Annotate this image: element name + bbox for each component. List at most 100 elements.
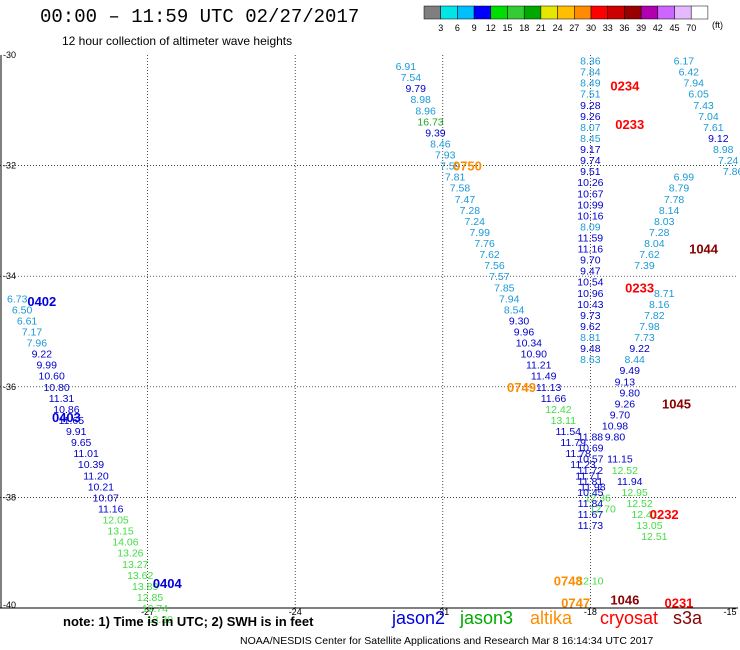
data-point-label: 13.62 (127, 570, 153, 582)
data-point-label: 9.74 (580, 155, 601, 167)
data-point-label: 9.17 (580, 144, 601, 156)
data-point-label: 7.99 (469, 227, 490, 239)
time-label: 0748 (554, 573, 583, 588)
y-tick-label: -36 (3, 382, 16, 392)
data-point-label: 9.80 (605, 432, 626, 444)
data-point-label: 10.21 (88, 481, 114, 493)
data-point-label: 12.70 (590, 503, 616, 515)
color-scale-tick: 6 (455, 23, 460, 33)
data-point-label: 12.74 (142, 603, 168, 615)
data-point-label: 12.36 (585, 492, 611, 504)
data-point-label: 10.99 (577, 199, 603, 211)
data-point-label: 9.13 (615, 376, 636, 388)
data-point-label: 10.67 (577, 188, 603, 200)
data-point-label: 9.51 (580, 166, 601, 178)
data-point-label: 6.50 (12, 304, 33, 316)
data-point-label: 8.81 (580, 332, 601, 344)
color-scale-swatch (657, 5, 675, 20)
data-point-label: 10.54 (577, 277, 603, 289)
data-point-label: 8.46 (430, 138, 451, 150)
data-point-label: 10.57 (577, 454, 603, 466)
color-scale-tick: 39 (636, 23, 646, 33)
color-scale-swatch (690, 5, 709, 20)
data-point-label: 6.99 (674, 172, 695, 184)
data-point-label: 6.91 (396, 61, 417, 73)
data-point-label: 7.24 (718, 155, 739, 167)
data-point-label: 7.61 (703, 122, 724, 134)
data-point-label: 9.73 (580, 310, 601, 322)
color-scale-swatch (523, 5, 542, 20)
legend-jason2: jason2 (392, 608, 446, 628)
color-scale-swatch (540, 5, 558, 20)
color-scale-swatch (607, 5, 625, 20)
data-point-label: 8.79 (669, 183, 690, 195)
data-point-label: 11.81 (578, 476, 604, 488)
data-point-label: 8.36 (580, 56, 601, 68)
data-point-label: 13.27 (122, 559, 148, 571)
data-point-label: 11.15 (607, 454, 633, 466)
time-label: 0402 (27, 294, 56, 309)
data-point-label: 11.20 (83, 470, 109, 482)
color-scale-swatch (624, 5, 642, 20)
data-point-label: 11.16 (98, 503, 124, 515)
data-point-label: 7.94 (684, 78, 705, 90)
data-point-label: 6.42 (679, 67, 700, 79)
color-scale-tick: 70 (686, 23, 696, 33)
axes: -27 -24 -21 -18 -15 -30 -32 -34 -36 -38 -40 (0, 50, 738, 617)
footer-note: note: 1) Time is in UTC; 2) SWH is in fe… (63, 614, 314, 629)
data-point-label: 11.72 (578, 465, 604, 477)
color-scale-unit: (ft) (712, 20, 723, 30)
data-point-label: 7.62 (479, 249, 500, 261)
data-point-label: 11.79 (560, 437, 586, 449)
data-point-label: 12.52 (626, 498, 652, 510)
data-point-label: 11.49 (531, 371, 557, 383)
data-point-label: 9.70 (610, 409, 631, 421)
data-point-label: 11.71 (575, 470, 601, 482)
data-point-label: 12.95 (622, 487, 648, 499)
time-label: 0232 (650, 507, 679, 522)
data-point-label: 7.17 (22, 327, 43, 339)
data-point-label: 11.54 (556, 426, 582, 438)
data-point-label: 9.65 (71, 437, 92, 449)
color-scale-swatch (590, 5, 608, 20)
data-point-label: 10.60 (39, 371, 65, 383)
color-scale-swatch (473, 5, 492, 20)
data-point-label: 10.39 (78, 459, 104, 471)
data-point-label: 9.22 (32, 349, 53, 361)
data-point-label: 10.98 (602, 421, 628, 433)
data-point-label: 7.94 (499, 293, 520, 305)
data-point-label: 7.43 (693, 100, 714, 112)
data-point-label: 9.26 (615, 398, 636, 410)
data-point-label: 8.14 (659, 205, 680, 217)
data-point-label: 8.63 (580, 354, 601, 366)
data-point-label: 11.01 (73, 448, 99, 460)
data-point-label: 8.98 (713, 144, 734, 156)
time-label: 0403 (52, 410, 81, 425)
time-label: 0233 (625, 280, 654, 295)
data-point-label: 11.31 (49, 393, 75, 405)
data-point-label: 11.21 (526, 360, 552, 372)
data-point-label: 8.71 (654, 288, 675, 300)
data-point-label: 13.30 (147, 614, 173, 626)
color-scale-tick: 18 (519, 23, 529, 33)
data-point-label: 10.07 (93, 492, 119, 504)
time-label: 1044 (689, 242, 719, 257)
data-point-label: 8.04 (644, 238, 665, 250)
data-point-label: 13.26 (117, 548, 143, 560)
data-point-label: 7.56 (484, 260, 505, 272)
color-scale-tick: 9 (472, 23, 477, 33)
data-point-label: 8.49 (580, 78, 601, 90)
data-point-label: 13.89 (132, 581, 158, 593)
data-point-label: 11.16 (578, 244, 604, 256)
data-point-label: 9.70 (580, 255, 601, 267)
data-point-label: 6.17 (674, 56, 695, 68)
data-point-label: 10.16 (577, 210, 603, 222)
x-tick-label: -15 (723, 607, 736, 617)
data-point-label: 7.96 (27, 338, 48, 350)
data-point-label: 7.76 (474, 238, 495, 250)
time-label: 0234 (610, 78, 640, 93)
data-point-label: 9.62 (580, 321, 601, 333)
color-scale-swatch (423, 5, 441, 20)
